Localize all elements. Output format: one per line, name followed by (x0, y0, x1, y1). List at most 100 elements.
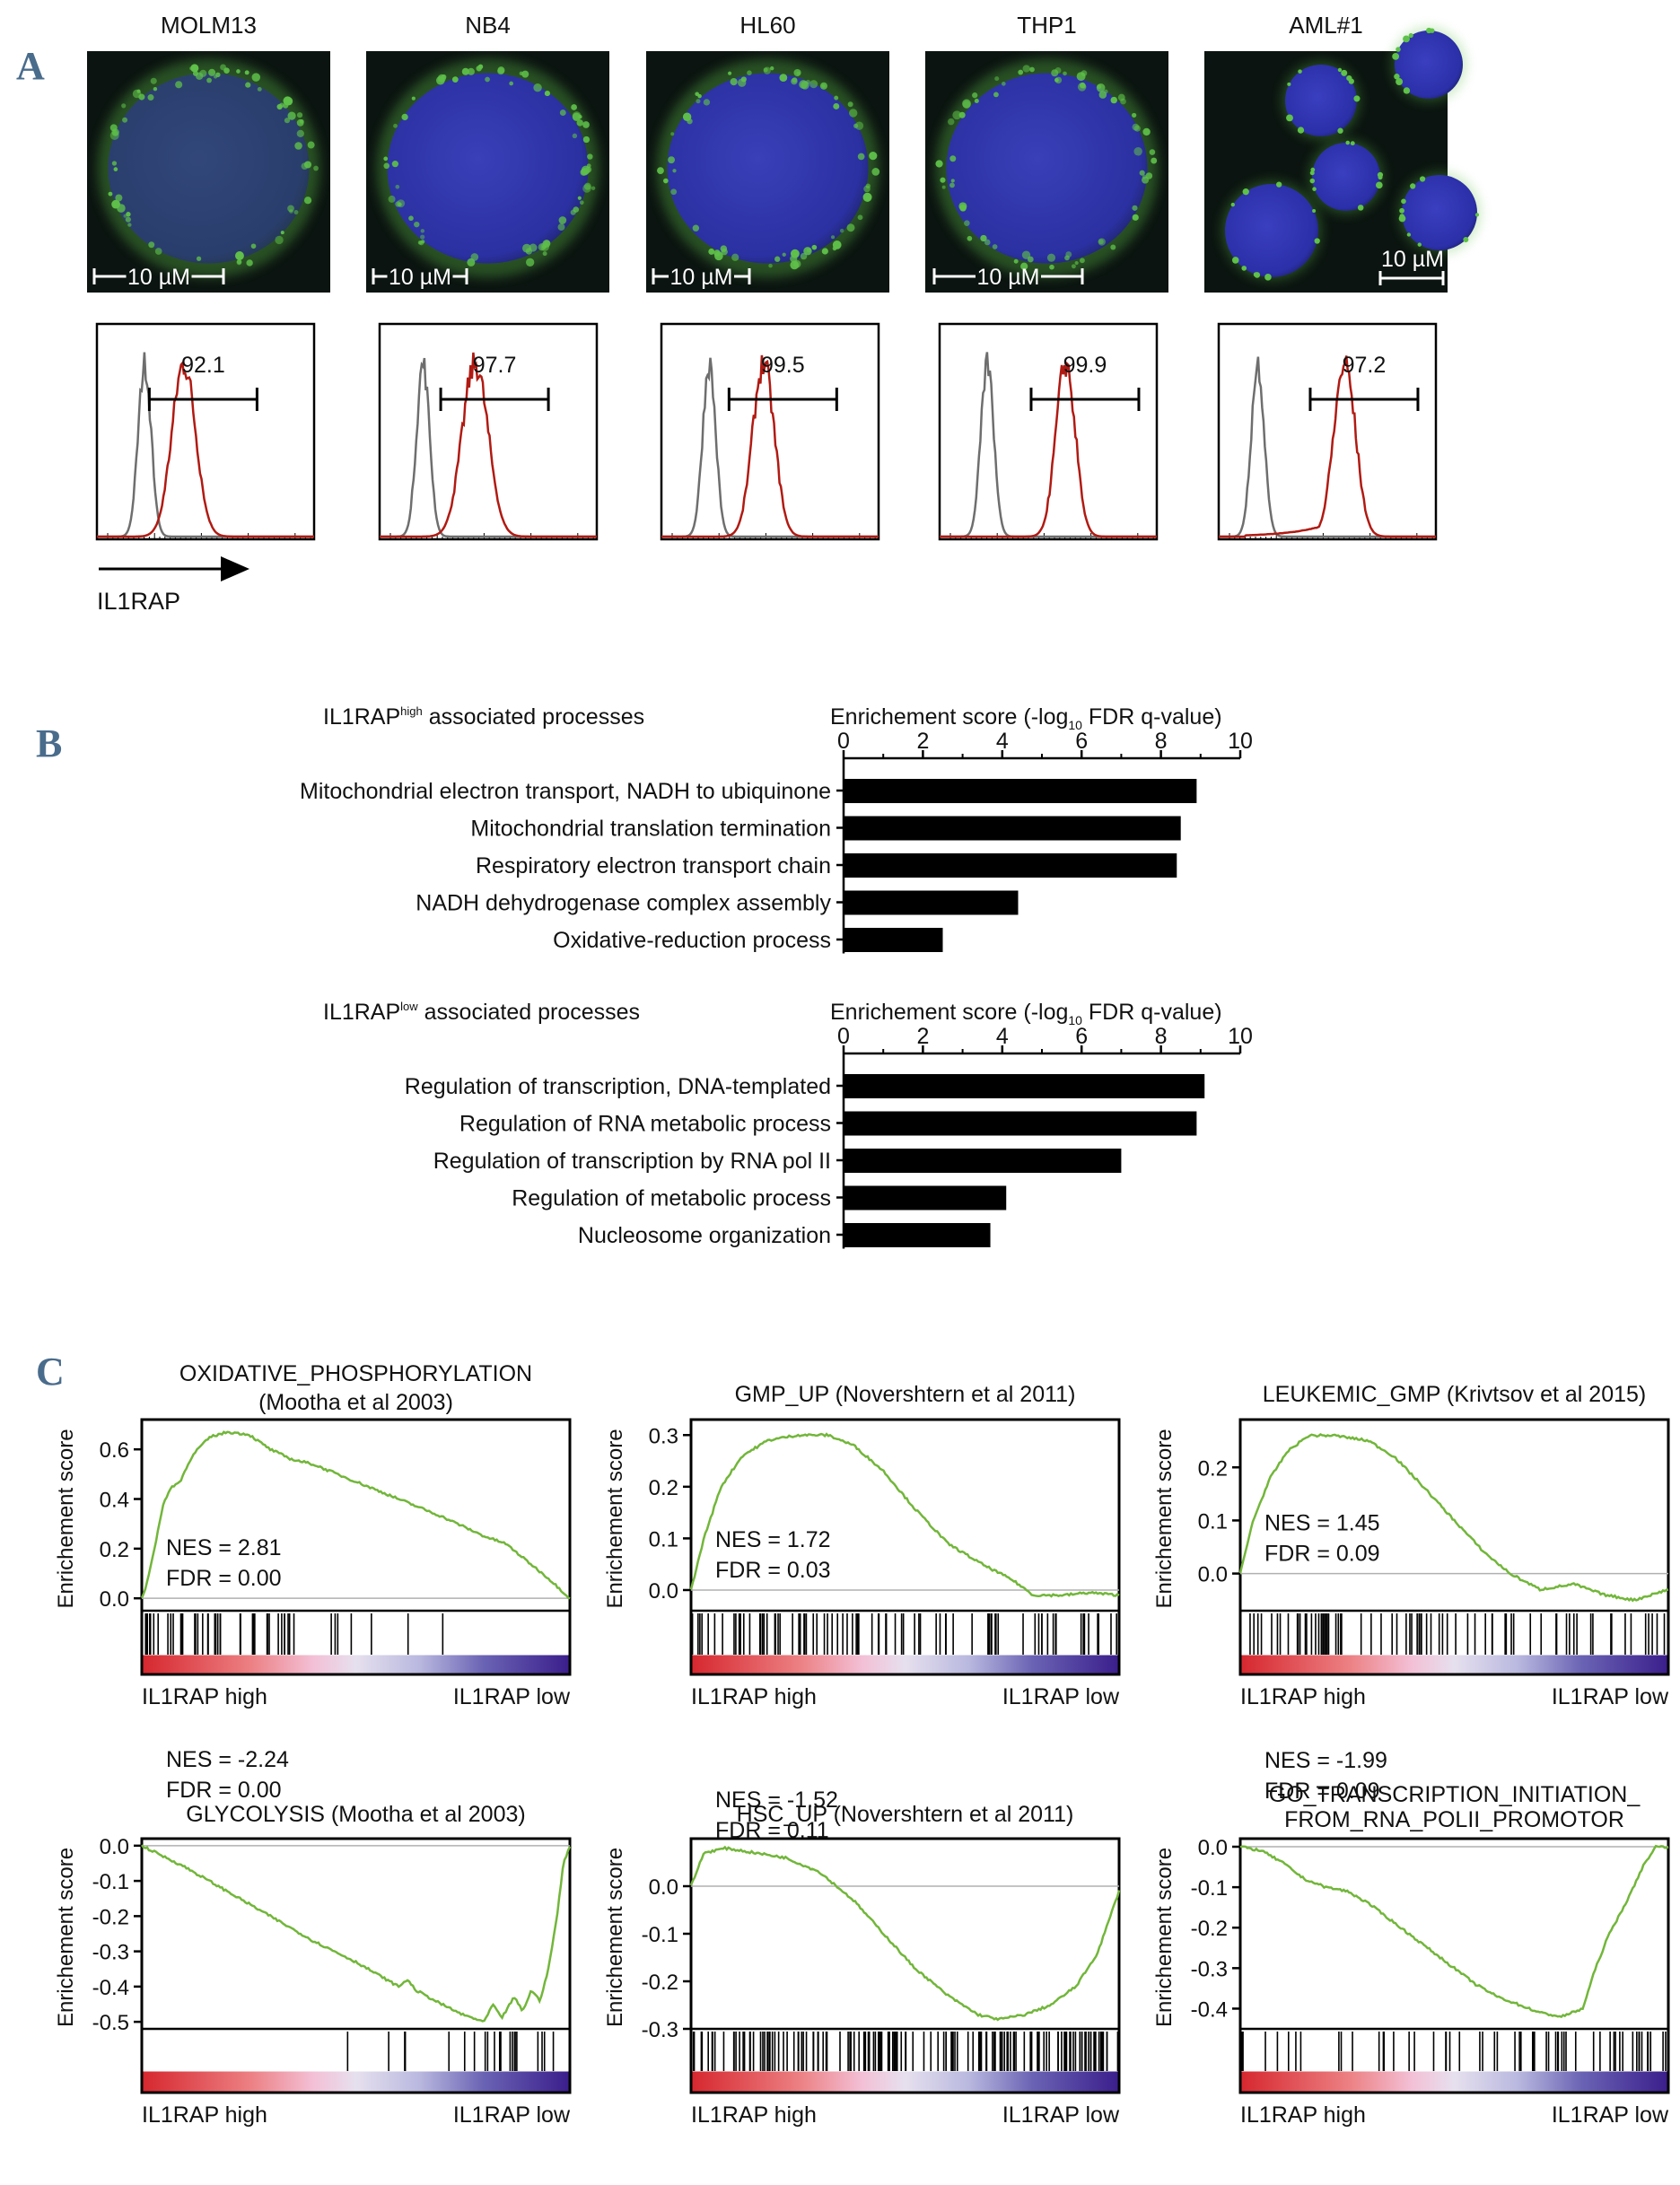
stain-speck (1309, 170, 1315, 176)
rank-left-label: IL1RAP high (691, 1684, 817, 1709)
stain-speck (570, 209, 576, 215)
stain-speck (697, 93, 702, 99)
stain-speck (526, 258, 535, 267)
stain-speck (388, 195, 396, 203)
stain-speck (1353, 95, 1361, 102)
plot-title-line2: (Mootha et al 2003) (258, 1390, 453, 1415)
gsea-plot-3: LEUKEMIC_GMP (Krivtsov et al 2015) 0.0 0.1… (1152, 1382, 1670, 1709)
stain-speck (1403, 35, 1410, 43)
stain-speck (1298, 69, 1302, 74)
stain-speck (1399, 214, 1404, 219)
stain-speck (1029, 66, 1035, 73)
y-tick-label: 0.2 (649, 1476, 678, 1500)
y-axis-label: Enrichement score (54, 1429, 78, 1608)
y-tick-label: 0.0 (100, 1587, 129, 1612)
flow-histogram: 97.2 (1217, 322, 1438, 541)
stain-speck (541, 244, 547, 249)
nucleus (667, 73, 869, 264)
stain-speck (1098, 91, 1107, 99)
stain-speck (935, 160, 943, 168)
stain-speck (1297, 127, 1305, 134)
stain-speck (280, 231, 284, 235)
panel-a: A MOLM13 10 µM 92.1 NB4 10 µM 97.7 HL60 10 µM 99.… (16, 12, 1481, 615)
title-rest: associated processes (418, 1000, 640, 1025)
stain-speck (1474, 213, 1480, 217)
gene-hit-bars (1239, 1613, 1669, 1655)
y-tick-label: 0.4 (100, 1489, 129, 1513)
rank-right-label: IL1RAP low (1002, 1684, 1120, 1709)
stain-speck (720, 245, 728, 252)
scale-bar: 10 µM (372, 265, 468, 290)
histogram-frame (1217, 322, 1438, 541)
rank-right-label: IL1RAP low (453, 1684, 571, 1709)
plot-title: GMP_UP (Novershtern et al 2011) (735, 1382, 1076, 1407)
stain-speck (805, 79, 810, 84)
title-superscript: low (400, 1000, 418, 1013)
stain-speck (585, 166, 592, 173)
stain-speck (668, 156, 676, 164)
cell-line-5: AML#1 10 µM 97.2 (1204, 12, 1481, 541)
y-tick-label: -0.1 (92, 1870, 129, 1894)
gene-hit-bars (1241, 2032, 1667, 2071)
stain-speck (713, 249, 721, 257)
panel-c: C OXIDATIVE_PHOSPHORYLATION (Mootha et al … (36, 1350, 1670, 2128)
bar-chart-2: IL1RAPlow associated processes Enrichemen… (323, 1000, 1253, 1249)
stain-speck (1110, 244, 1116, 250)
stain-speck (782, 252, 786, 257)
x-tick-label: 6 (1075, 729, 1088, 754)
stain-speck (108, 191, 113, 197)
stain-speck (831, 235, 836, 240)
scale-bar-label: 10 µM (1381, 247, 1444, 272)
stain-speck (572, 133, 578, 139)
stain-speck (1264, 274, 1272, 281)
stain-speck (525, 248, 533, 255)
stain-speck (1357, 205, 1364, 211)
stain-speck (303, 197, 312, 205)
plot-title-line1: GO_TRANSCRIPTION_INITIATION_ (1269, 1782, 1641, 1807)
fdr-label: FDR = 0.03 (715, 1558, 831, 1583)
y-tick-label: 0.3 (649, 1424, 678, 1448)
stain-speck (395, 184, 400, 189)
stain-speck (289, 209, 293, 214)
stain-speck (1345, 140, 1351, 145)
stain-speck (279, 102, 284, 108)
stain-speck (947, 118, 955, 126)
stain-speck (1022, 65, 1030, 73)
x-tick-label: 8 (1155, 729, 1168, 754)
stain-speck (1377, 171, 1384, 179)
stain-speck (587, 153, 593, 160)
stain-speck (1142, 127, 1151, 136)
y-tick-label: 0.0 (1198, 1836, 1228, 1860)
stain-speck (1463, 237, 1469, 243)
stain-speck (958, 111, 966, 118)
stain-speck (236, 69, 241, 74)
stain-speck (809, 80, 818, 89)
stain-speck (1021, 250, 1031, 259)
stain-speck (521, 70, 529, 78)
stain-speck (1065, 251, 1072, 258)
nes-label: NES = 1.72 (715, 1527, 831, 1552)
panel-letter-c: C (36, 1350, 65, 1394)
bar (844, 1111, 1197, 1136)
panel-letter-a: A (16, 44, 45, 88)
stain-speck (941, 185, 946, 189)
stain-speck (821, 248, 828, 255)
stain-speck (1406, 232, 1412, 237)
scale-bar-label: 10 µM (127, 265, 190, 290)
stain-speck (578, 114, 582, 119)
y-tick-label: -0.1 (1191, 1876, 1228, 1901)
stain-speck (1348, 78, 1354, 84)
stain-speck (1337, 67, 1343, 73)
stain-speck (1350, 141, 1355, 146)
bar (844, 853, 1177, 878)
stain-speck (558, 216, 567, 224)
stain-speck (1054, 67, 1062, 74)
x-axis-label: IL1RAP (97, 588, 180, 615)
stain-speck (790, 255, 798, 263)
x-tick-label: 10 (1228, 729, 1253, 754)
stain-speck (819, 82, 827, 90)
axis-title: Enrichement score (-log10 FDR q-value) (830, 1000, 1222, 1027)
stain-speck (571, 104, 577, 110)
stain-speck (865, 197, 871, 203)
